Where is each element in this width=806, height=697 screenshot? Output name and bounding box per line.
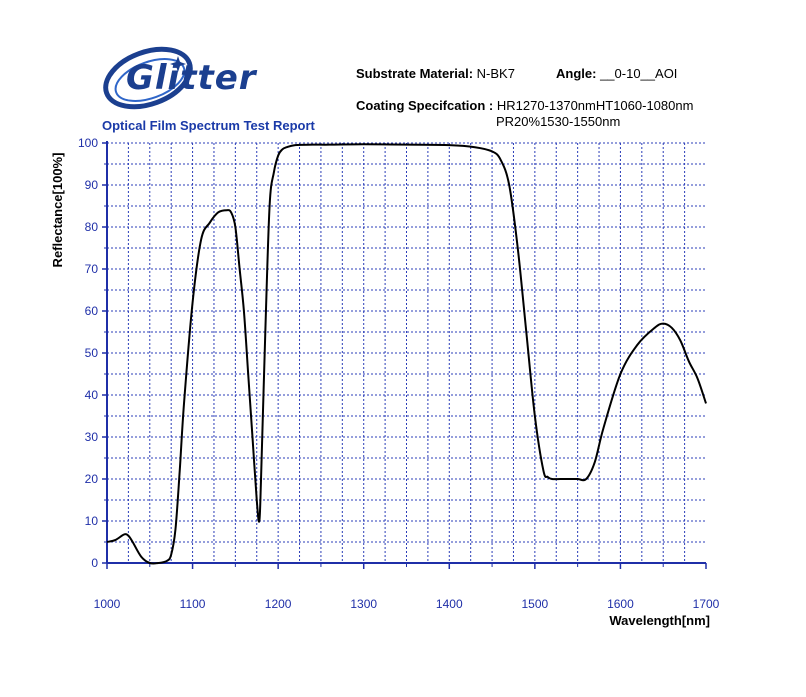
- brand-logo-text: Glitter: [126, 58, 257, 98]
- y-tick-label: 100: [78, 136, 98, 150]
- coating-line: Coating Specifcation : HR1270-1370nmHT10…: [356, 98, 693, 113]
- tick-labels: 0 10 20 30 40 50 60 70 80 90 100 1000 1100 1200 1300 14…: [78, 136, 720, 611]
- y-tick-label: 90: [85, 178, 99, 192]
- axes: [102, 141, 707, 569]
- x-tick-label: 1500: [522, 597, 549, 611]
- x-tick-label: 1400: [436, 597, 463, 611]
- report-title: Optical Film Spectrum Test Report: [102, 118, 315, 133]
- angle-line: Angle: __0-10__AOI: [556, 66, 677, 81]
- x-axis-label: Wavelength[nm]: [609, 613, 710, 628]
- y-tick-label: 60: [85, 304, 99, 318]
- reflectance-series-line: [106, 143, 707, 565]
- y-tick-label: 30: [85, 430, 99, 444]
- y-tick-label: 70: [85, 262, 99, 276]
- angle-value: __0-10__AOI: [600, 66, 678, 81]
- substrate-value: N-BK7: [476, 66, 515, 81]
- y-tick-label: 20: [85, 472, 99, 486]
- y-axis-label: Reflectance[100%]: [50, 153, 65, 268]
- y-tick-label: 80: [85, 220, 99, 234]
- x-tick-label: 1000: [94, 597, 121, 611]
- x-tick-label: 1600: [607, 597, 634, 611]
- substrate-label: Substrate Material:: [356, 66, 474, 81]
- x-tick-label: 1700: [693, 597, 720, 611]
- glitter-logo-icon: [103, 46, 193, 110]
- substrate-line: Substrate Material: N-BK7: [356, 66, 515, 81]
- y-tick-label: 50: [85, 346, 99, 360]
- coating-value-2: PR20%1530-1550nm: [496, 114, 621, 129]
- logo-wordmark: Glitter: [126, 58, 257, 98]
- coating-value-1: HR1270-1370nmHT1060-1080nm: [496, 98, 694, 113]
- y-tick-label: 0: [91, 556, 98, 570]
- coating-label: Coating Specifcation :: [356, 98, 494, 113]
- y-tick-label: 10: [85, 514, 99, 528]
- x-tick-label: 1100: [180, 597, 206, 611]
- y-tick-label: 40: [85, 388, 99, 402]
- grid: [107, 142, 706, 563]
- angle-label: Angle:: [556, 66, 597, 81]
- x-tick-label: 1300: [350, 597, 377, 611]
- x-tick-label: 1200: [265, 597, 292, 611]
- coating-line-2: PR20%1530-1550nm: [496, 114, 620, 129]
